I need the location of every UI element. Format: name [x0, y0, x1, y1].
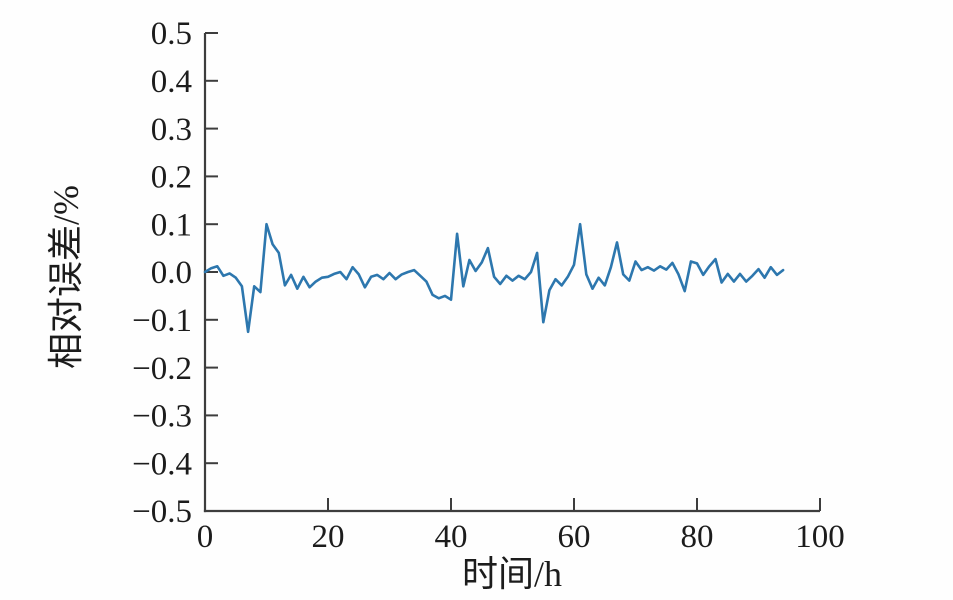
y-tick-label: 0.2: [151, 160, 192, 196]
relative-error-line: [203, 222, 785, 334]
x-tick-label: 60: [558, 519, 591, 555]
y-tick-label: −0.1: [132, 303, 192, 339]
axis-tick-labels: 0.5 0.4 0.3 0.2 0.1 0.0 −0.1 −0.2 −0.3 −0.4 −0.50 2…: [132, 16, 845, 555]
axis-ticks: [204, 32, 821, 512]
y-tick-label: 0.3: [151, 112, 192, 148]
y-tick-label: −0.5: [132, 494, 192, 530]
y-tick-label: −0.3: [132, 399, 192, 435]
x-tick-label: 80: [681, 519, 714, 555]
y-tick-label: 0.1: [151, 207, 192, 243]
x-axis-label: 时间/h: [462, 554, 562, 594]
y-tick-label: −0.4: [132, 446, 192, 482]
y-axis-label: 相对误差/%: [46, 185, 86, 369]
y-tick-label: 0.5: [151, 16, 192, 52]
x-tick-label: 40: [435, 519, 468, 555]
x-tick-label: 100: [795, 519, 845, 555]
y-tick-label: 0.4: [151, 64, 192, 100]
axes-spines: [203, 33, 820, 513]
x-tick-label: 20: [312, 519, 345, 555]
x-tick-label: 0: [197, 519, 214, 555]
y-tick-label: −0.2: [132, 351, 192, 387]
y-tick-label: 0.0: [151, 255, 192, 291]
